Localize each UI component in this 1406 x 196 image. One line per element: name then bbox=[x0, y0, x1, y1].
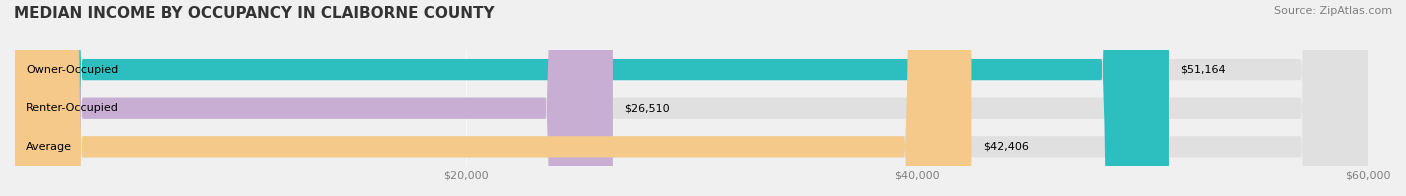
Text: Renter-Occupied: Renter-Occupied bbox=[27, 103, 120, 113]
FancyBboxPatch shape bbox=[15, 0, 1168, 196]
Text: $42,406: $42,406 bbox=[983, 142, 1029, 152]
Text: MEDIAN INCOME BY OCCUPANCY IN CLAIBORNE COUNTY: MEDIAN INCOME BY OCCUPANCY IN CLAIBORNE … bbox=[14, 6, 495, 21]
FancyBboxPatch shape bbox=[15, 0, 972, 196]
Text: $26,510: $26,510 bbox=[624, 103, 669, 113]
Text: Average: Average bbox=[27, 142, 72, 152]
Text: $51,164: $51,164 bbox=[1180, 65, 1226, 75]
Text: Owner-Occupied: Owner-Occupied bbox=[27, 65, 118, 75]
FancyBboxPatch shape bbox=[15, 0, 1368, 196]
FancyBboxPatch shape bbox=[15, 0, 1368, 196]
FancyBboxPatch shape bbox=[15, 0, 613, 196]
Text: Source: ZipAtlas.com: Source: ZipAtlas.com bbox=[1274, 6, 1392, 16]
FancyBboxPatch shape bbox=[15, 0, 1368, 196]
